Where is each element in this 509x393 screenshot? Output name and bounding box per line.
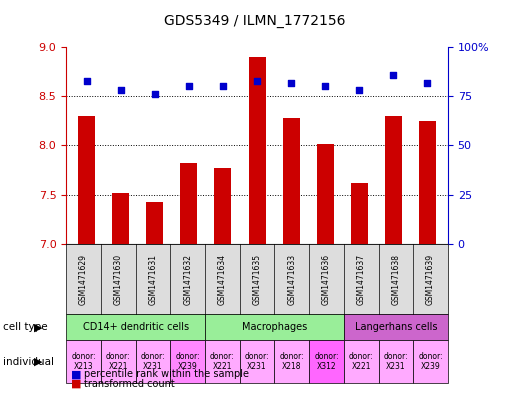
Point <box>287 79 295 86</box>
Text: GSM1471631: GSM1471631 <box>149 253 157 305</box>
Point <box>389 72 398 78</box>
Point <box>355 87 363 94</box>
Text: ■: ■ <box>71 379 82 389</box>
Bar <box>248 57 266 244</box>
Text: GSM1471634: GSM1471634 <box>218 253 227 305</box>
Bar <box>351 183 368 244</box>
Point <box>219 83 227 90</box>
Bar <box>282 118 300 244</box>
Text: GSM1471630: GSM1471630 <box>114 253 123 305</box>
Text: GSM1471633: GSM1471633 <box>287 253 296 305</box>
Text: transformed count: transformed count <box>84 379 175 389</box>
Text: Langerhans cells: Langerhans cells <box>355 322 437 332</box>
Bar <box>214 168 232 244</box>
Point <box>253 77 261 84</box>
Text: CD14+ dendritic cells: CD14+ dendritic cells <box>82 322 189 332</box>
Text: GSM1471629: GSM1471629 <box>79 253 88 305</box>
Text: donor:
X312: donor: X312 <box>314 352 339 371</box>
Text: donor:
X221: donor: X221 <box>349 352 374 371</box>
Point <box>117 87 125 94</box>
Text: donor:
X231: donor: X231 <box>140 352 165 371</box>
Point <box>423 79 432 86</box>
Bar <box>385 116 402 244</box>
Bar <box>78 116 95 244</box>
Text: GSM1471635: GSM1471635 <box>252 253 262 305</box>
Text: donor:
X213: donor: X213 <box>71 352 96 371</box>
Point <box>151 91 159 97</box>
Text: GSM1471637: GSM1471637 <box>357 253 365 305</box>
Bar <box>317 144 334 244</box>
Text: ▶: ▶ <box>34 356 42 367</box>
Text: ▶: ▶ <box>34 322 42 332</box>
Text: donor:
X239: donor: X239 <box>418 352 443 371</box>
Text: ■: ■ <box>71 369 82 379</box>
Point <box>82 77 91 84</box>
Text: GDS5349 / ILMN_1772156: GDS5349 / ILMN_1772156 <box>164 13 345 28</box>
Text: donor:
X239: donor: X239 <box>175 352 200 371</box>
Text: donor:
X221: donor: X221 <box>210 352 235 371</box>
Text: donor:
X221: donor: X221 <box>106 352 130 371</box>
Text: Macrophages: Macrophages <box>242 322 307 332</box>
Point <box>321 83 329 90</box>
Point <box>185 83 193 90</box>
Bar <box>180 163 197 244</box>
Text: donor:
X218: donor: X218 <box>279 352 304 371</box>
Bar <box>419 121 436 244</box>
Bar <box>112 193 129 244</box>
Text: GSM1471636: GSM1471636 <box>322 253 331 305</box>
Text: donor:
X231: donor: X231 <box>245 352 269 371</box>
Text: cell type: cell type <box>3 322 47 332</box>
Text: individual: individual <box>3 356 53 367</box>
Text: GSM1471638: GSM1471638 <box>391 253 401 305</box>
Text: donor:
X231: donor: X231 <box>384 352 408 371</box>
Text: GSM1471632: GSM1471632 <box>183 253 192 305</box>
Bar <box>146 202 163 244</box>
Text: GSM1471639: GSM1471639 <box>426 253 435 305</box>
Text: percentile rank within the sample: percentile rank within the sample <box>84 369 249 379</box>
